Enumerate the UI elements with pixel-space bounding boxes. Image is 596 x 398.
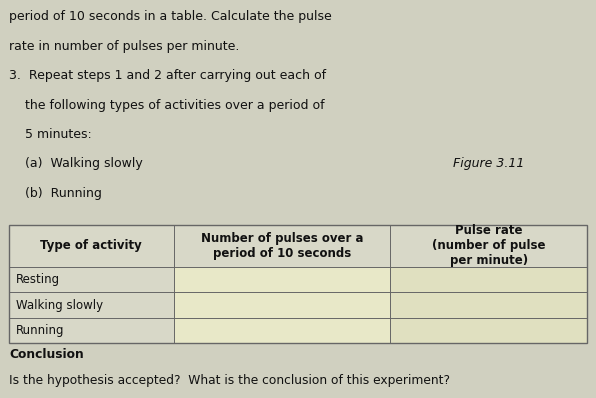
Bar [9, 293, 173, 318]
Bar [9, 224, 587, 267]
Text: period of 10 seconds in a table. Calculate the pulse: period of 10 seconds in a table. Calcula… [9, 10, 332, 23]
Text: (b)  Running: (b) Running [9, 187, 102, 200]
Bar [9, 318, 173, 343]
Bar [173, 318, 390, 343]
Text: Number of pulses over a
period of 10 seconds: Number of pulses over a period of 10 sec… [201, 232, 364, 260]
Text: Is the hypothesis accepted?  What is the conclusion of this experiment?: Is the hypothesis accepted? What is the … [9, 374, 450, 387]
Text: Figure 3.11: Figure 3.11 [453, 158, 524, 170]
Bar [390, 318, 587, 343]
Text: Running: Running [16, 324, 64, 337]
Bar [173, 293, 390, 318]
Text: rate in number of pulses per minute.: rate in number of pulses per minute. [9, 39, 240, 53]
Text: Walking slowly: Walking slowly [16, 298, 103, 312]
Bar [9, 267, 173, 293]
Text: Resting: Resting [16, 273, 60, 286]
Text: Pulse rate
(number of pulse
per minute): Pulse rate (number of pulse per minute) [432, 224, 545, 267]
Text: 5 minutes:: 5 minutes: [9, 128, 92, 141]
Bar [390, 267, 587, 293]
Bar [173, 267, 390, 293]
Bar [390, 293, 587, 318]
Bar [9, 224, 587, 343]
Text: 3.  Repeat steps 1 and 2 after carrying out each of: 3. Repeat steps 1 and 2 after carrying o… [9, 69, 326, 82]
Text: the following types of activities over a period of: the following types of activities over a… [9, 98, 325, 111]
Text: Type of activity: Type of activity [41, 239, 142, 252]
Text: Conclusion: Conclusion [9, 348, 83, 361]
Text: (a)  Walking slowly: (a) Walking slowly [9, 158, 142, 170]
